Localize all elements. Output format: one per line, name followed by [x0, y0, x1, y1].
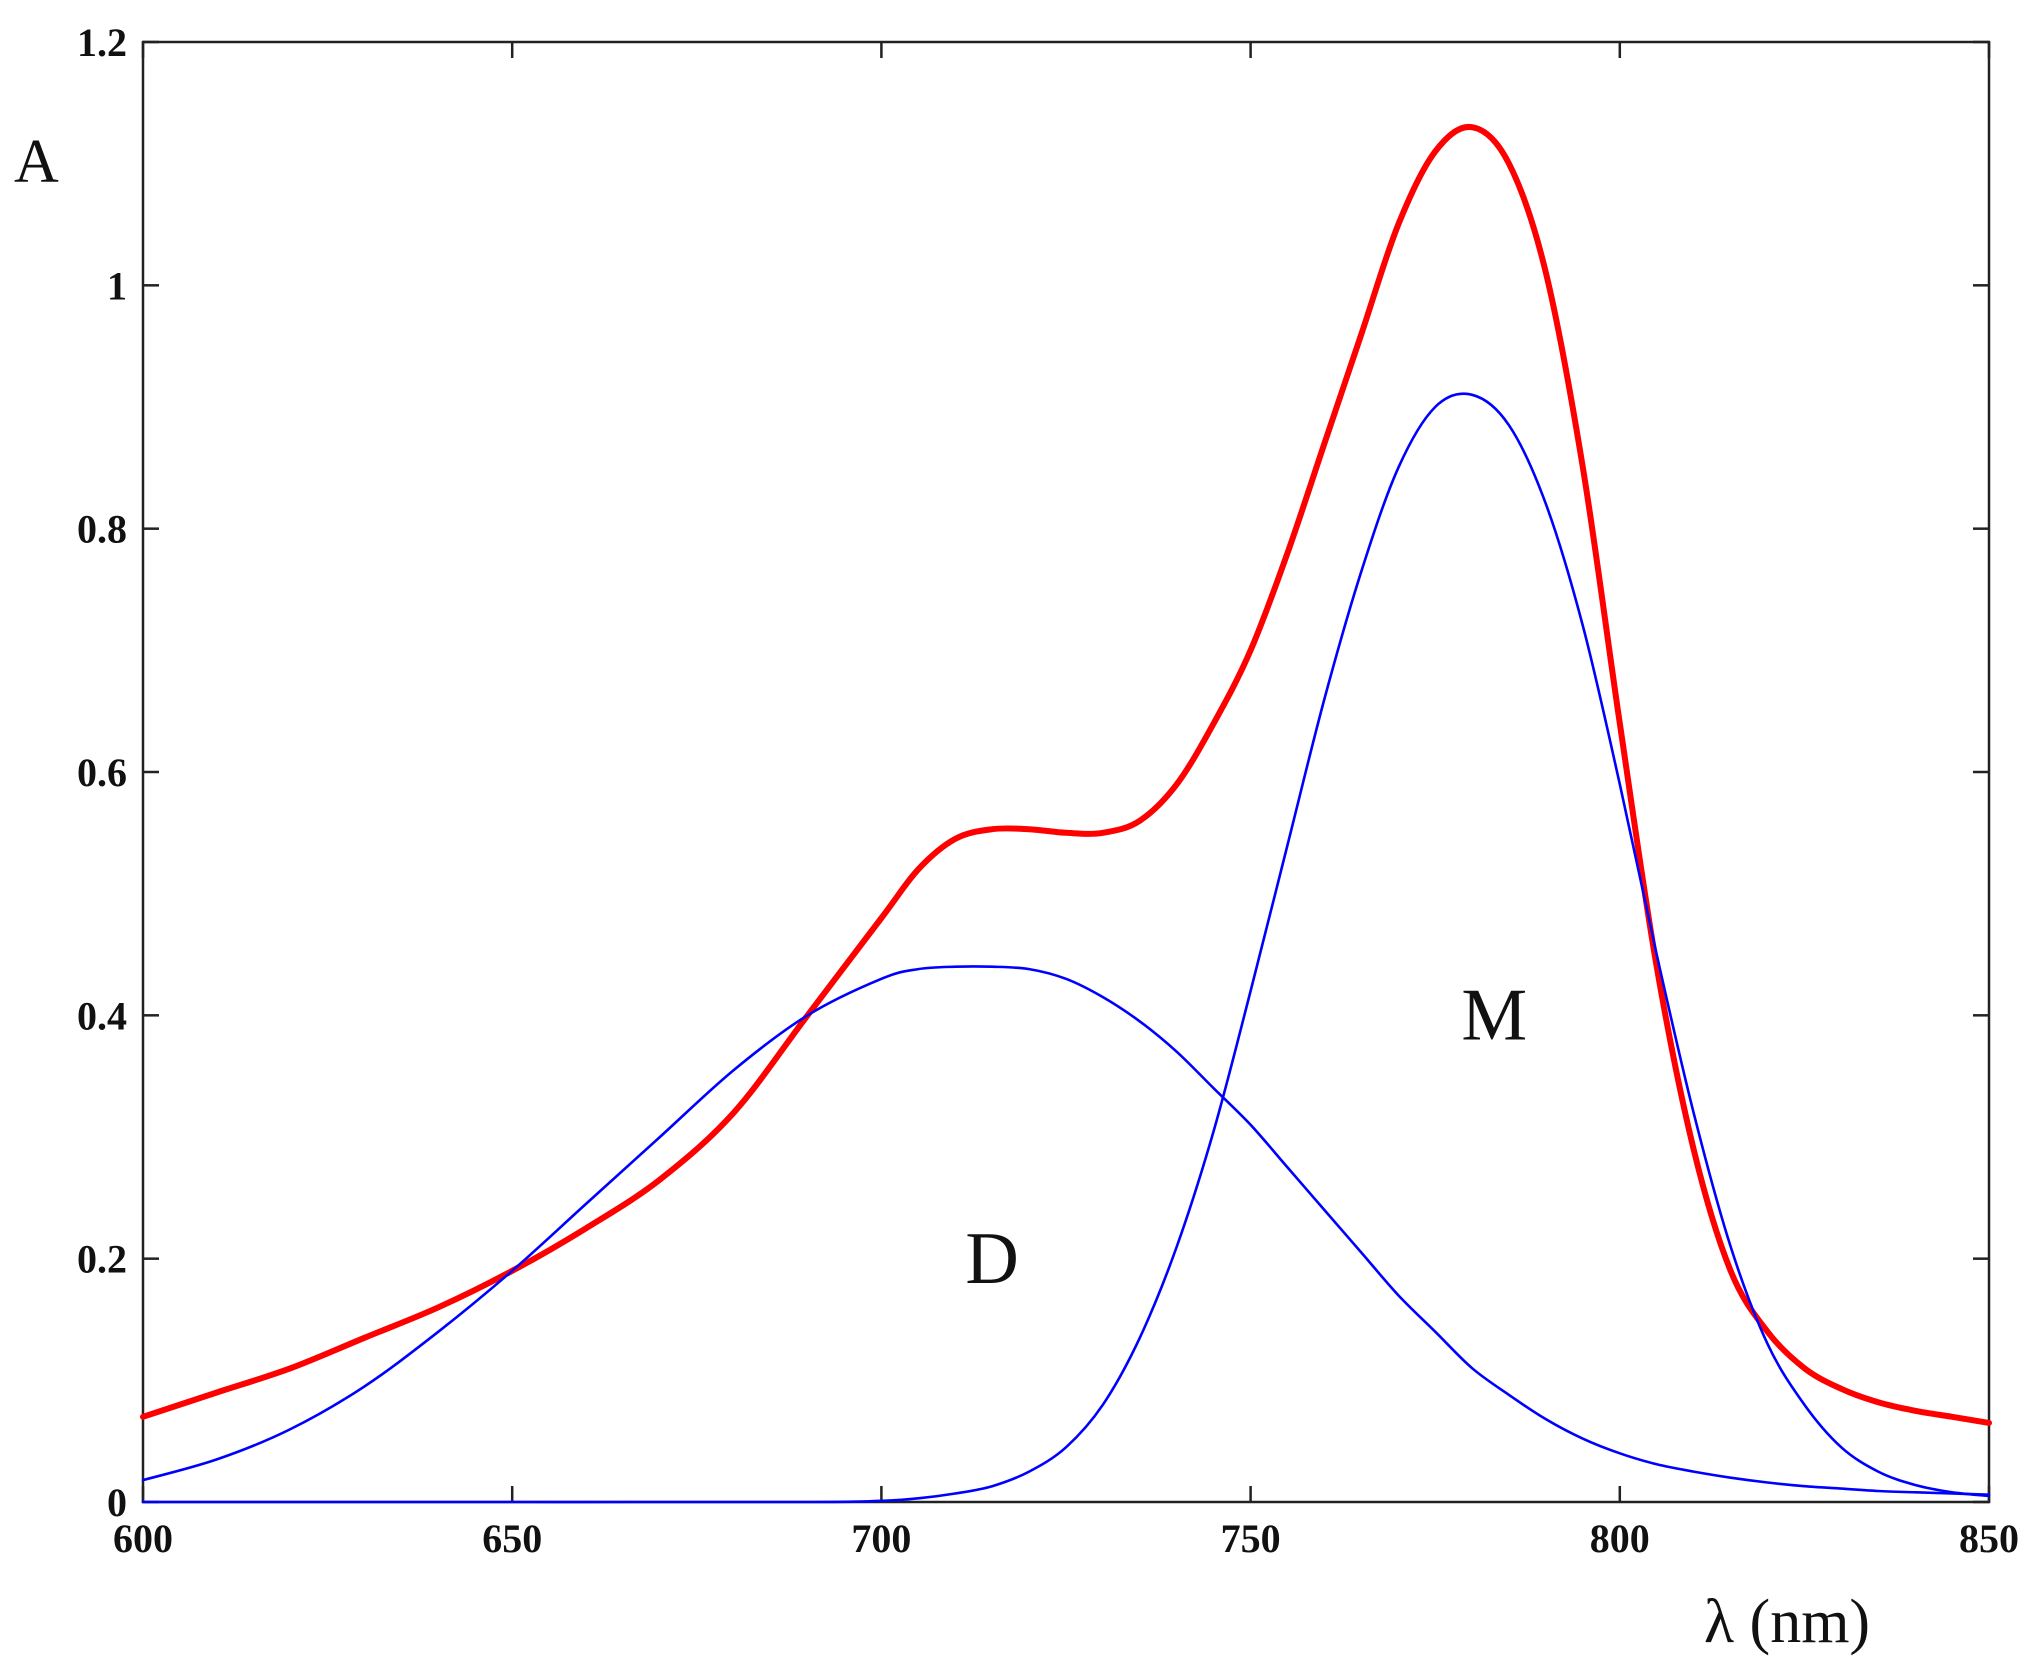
x-tick-label: 750 — [1221, 1516, 1281, 1561]
y-tick-label: 0.6 — [77, 750, 127, 795]
series-layer — [140, 123, 1992, 1504]
labels-layer: 600 650 700 750 800 850 0 0.2 0.4 0.6 0.8 1 1.2 — [77, 20, 2019, 1561]
y-tick-label: 0.4 — [77, 993, 127, 1038]
y-tick-label: 0 — [107, 1480, 127, 1525]
y-axis-title: A — [14, 128, 59, 196]
x-axis-title: λ (nm) — [1704, 1588, 1870, 1656]
y-tick-label: 1 — [107, 263, 127, 308]
ticks-layer — [141, 40, 1991, 1504]
annotation-m: M — [1461, 975, 1527, 1057]
series-line-d-component — [141, 965, 1991, 1496]
series-line-m-component — [141, 392, 1991, 1504]
x-tick-label: 800 — [1590, 1516, 1650, 1561]
y-tick-label: 0.8 — [77, 507, 127, 552]
x-tick-label: 850 — [1959, 1516, 2019, 1561]
series-line-total — [140, 123, 1992, 1426]
y-tick-label: 0.2 — [77, 1237, 127, 1282]
x-tick-label: 650 — [482, 1516, 542, 1561]
x-tick-label: 600 — [113, 1516, 173, 1561]
plot-frame — [141, 40, 1991, 1504]
y-tick-label: 1.2 — [77, 20, 127, 65]
x-tick-label: 700 — [851, 1516, 911, 1561]
annotation-d: D — [965, 1218, 1018, 1300]
